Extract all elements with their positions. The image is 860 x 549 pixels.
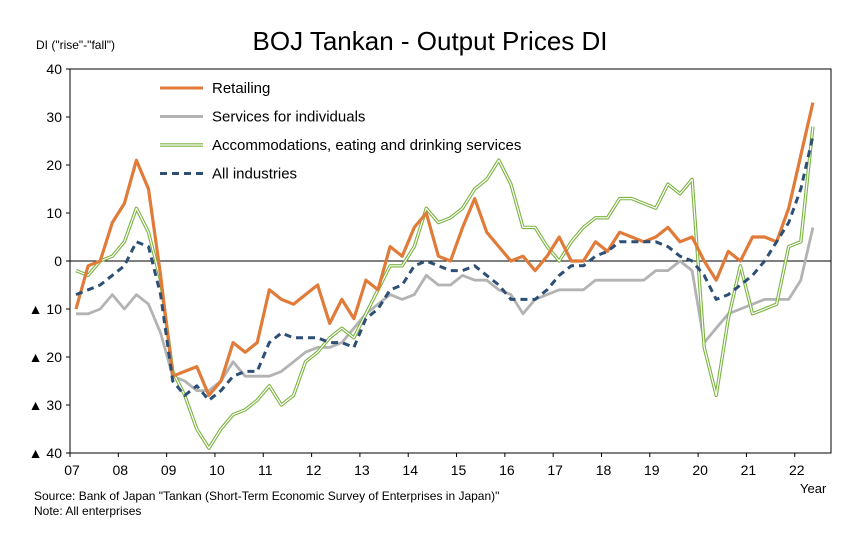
x-tick-label: 19 <box>644 462 660 478</box>
series-line-accommodations-eating-and-drinking-services <box>75 126 815 450</box>
x-tick-label: 14 <box>402 462 418 478</box>
y-tick-label: 30 <box>46 109 62 125</box>
x-tick-label: 21 <box>741 462 757 478</box>
series-line-services-for-individuals <box>76 227 815 392</box>
y-axis-label: DI ("rise"-"fall") <box>36 38 116 52</box>
series-line-all-industries <box>75 135 815 402</box>
series-line-retailing <box>74 102 815 397</box>
x-axis-label: Year <box>800 481 827 496</box>
y-tick-label: ▲ 30 <box>29 397 63 413</box>
y-tick-label: 20 <box>46 157 62 173</box>
plot-frame <box>69 68 832 454</box>
legend-label: All industries <box>212 166 297 183</box>
x-tick-label: 10 <box>209 462 225 478</box>
legend-label: Services for individuals <box>212 109 365 126</box>
x-tick-label: 08 <box>113 462 129 478</box>
y-tick-label: 40 <box>46 61 62 77</box>
legend-label: Retailing <box>212 80 270 97</box>
x-tick-label: 17 <box>547 462 563 478</box>
x-tick-label: 22 <box>789 462 805 478</box>
x-tick-label: 20 <box>692 462 708 478</box>
x-tick-label: 13 <box>354 462 370 478</box>
y-tick-label: ▲ 10 <box>29 301 63 317</box>
x-tick-label: 09 <box>161 462 177 478</box>
y-tick-label: 10 <box>46 205 62 221</box>
y-tick-label: ▲ 20 <box>29 349 63 365</box>
x-tick-label: 15 <box>451 462 467 478</box>
note-text: Note: All enterprises <box>34 504 142 518</box>
x-tick-label: 11 <box>258 462 273 478</box>
y-tick-label: 0 <box>54 253 62 269</box>
chart-title: BOJ Tankan - Output Prices DI <box>252 26 608 56</box>
source-text: Source: Bank of Japan "Tankan (Short-Ter… <box>34 489 500 503</box>
source-notes: Source: Bank of Japan "Tankan (Short-Ter… <box>34 489 499 519</box>
x-tick-label: 18 <box>596 462 612 478</box>
legend-label: Accommodations, eating and drinking serv… <box>212 137 521 154</box>
x-tick-label: 07 <box>64 462 80 478</box>
x-tick-label: 12 <box>306 462 322 478</box>
x-tick-label: 16 <box>499 462 515 478</box>
y-tick-label: ▲ 40 <box>29 445 63 461</box>
series-line-accommodations-eating-and-drinking-services-inner <box>75 126 814 449</box>
